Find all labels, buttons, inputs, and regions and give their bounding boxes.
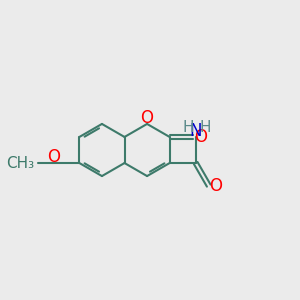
Text: O: O [141,109,154,127]
Text: CH₃: CH₃ [6,155,34,170]
Text: H: H [200,120,212,135]
Text: N: N [190,122,202,140]
Text: O: O [194,128,207,146]
Text: H: H [182,120,194,135]
Text: O: O [209,177,223,195]
Text: O: O [47,148,60,166]
